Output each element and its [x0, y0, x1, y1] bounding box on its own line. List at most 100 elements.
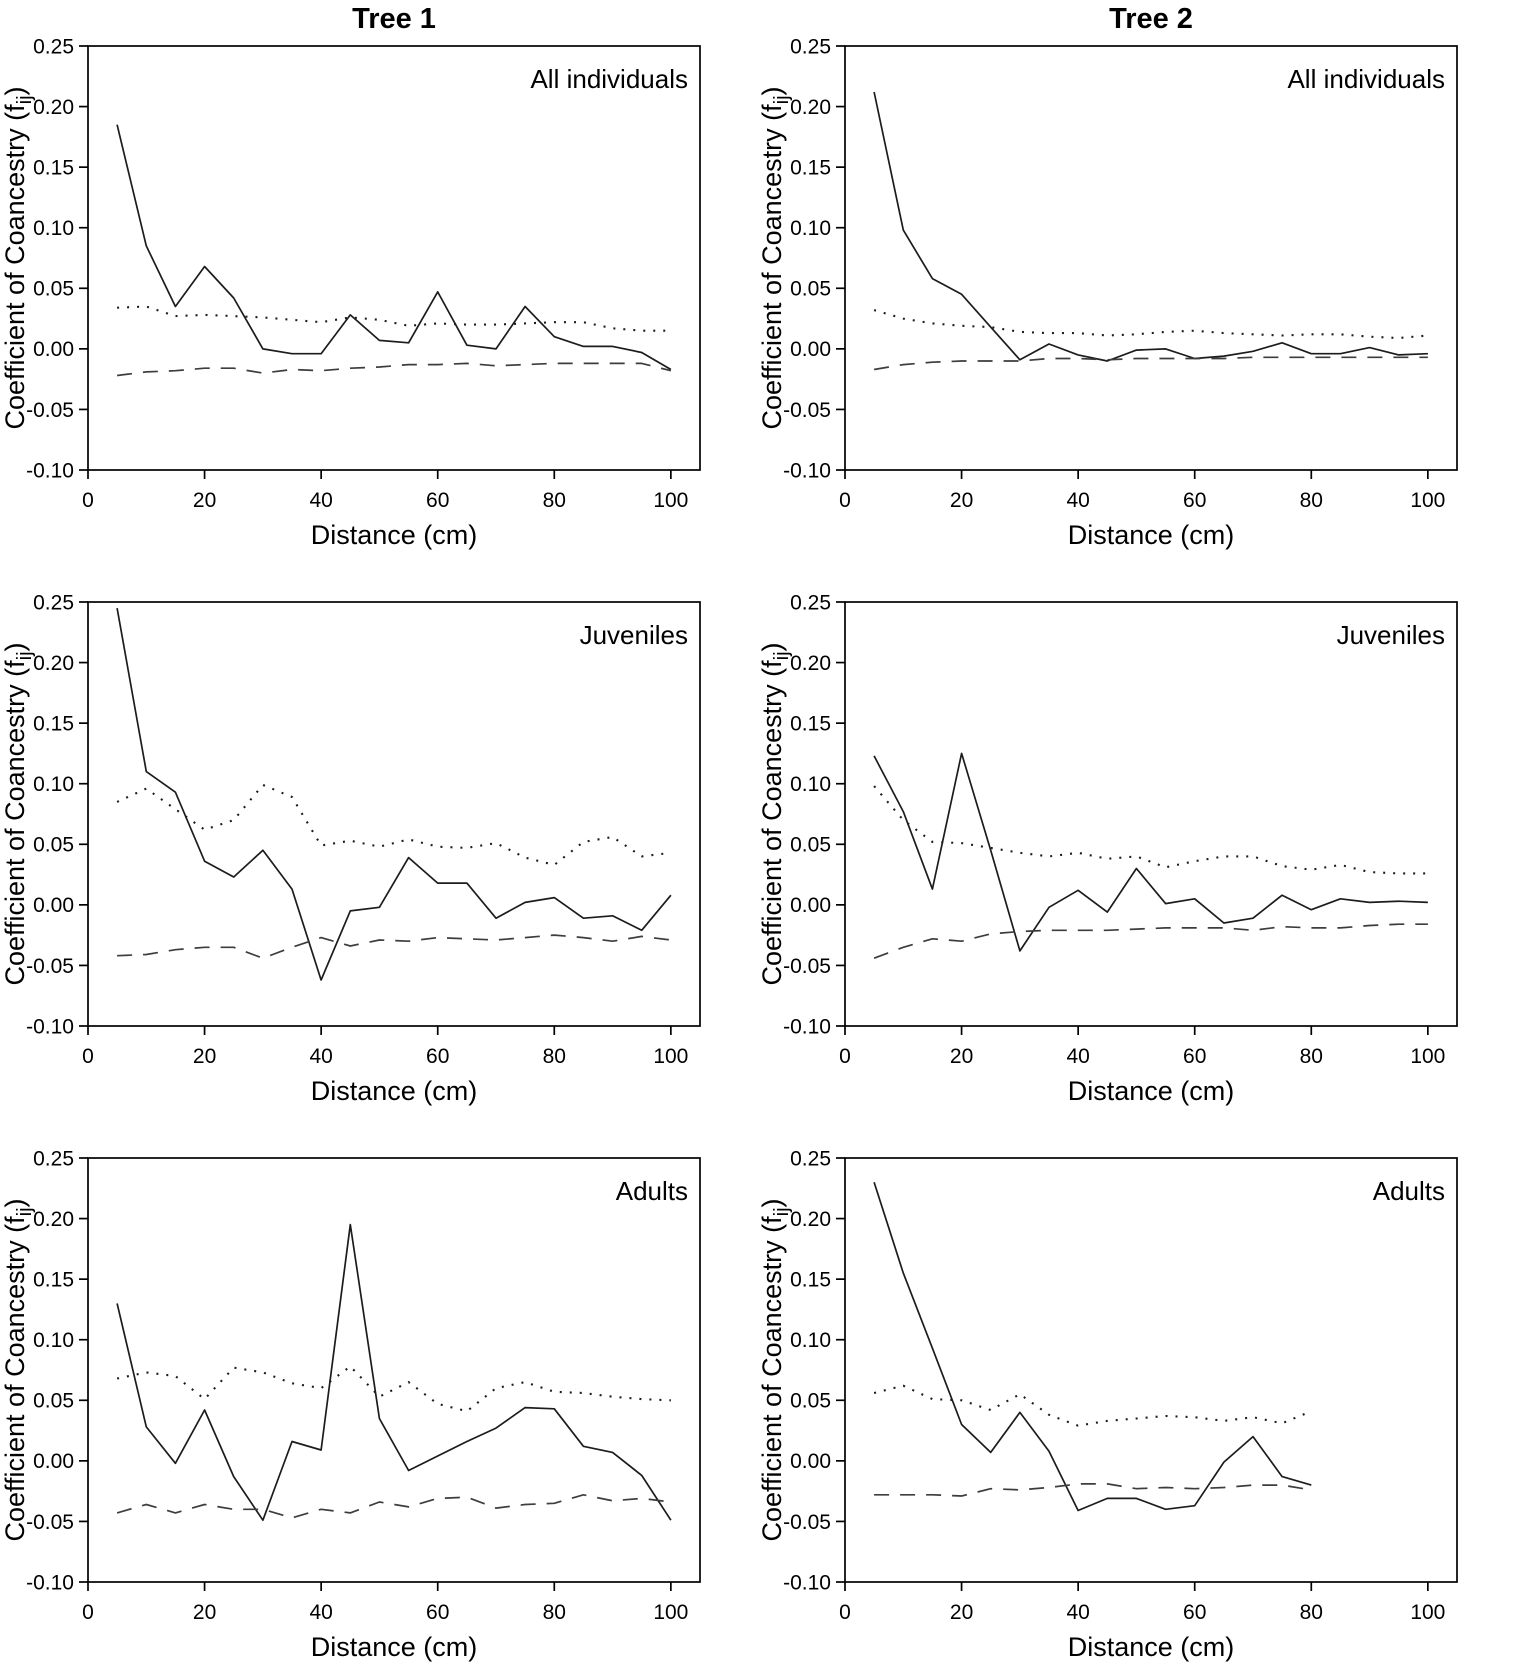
chart-canvas: 0.25 0.20 0.15 0.10 0.05 0.00 -0.05 -0.10 0 20 40 6… — [0, 1147, 701, 1662]
x-axis-tick-label: 60 — [426, 489, 449, 512]
y-axis-tick-label: 0.20 — [790, 96, 831, 119]
x-axis-tick-label: 80 — [543, 1601, 566, 1624]
series-solid-line — [873, 752, 1428, 952]
y-axis-tick-label: 0.15 — [790, 156, 831, 179]
y-axis-tick-label: 0.10 — [33, 773, 74, 796]
x-axis-tick-label: 80 — [1300, 489, 1323, 512]
x-axis-label: Distance (cm) — [1068, 1632, 1235, 1662]
panel-label: Juveniles — [1337, 620, 1445, 650]
x-axis-tick-label: 0 — [82, 489, 94, 512]
plot-frame — [844, 45, 1458, 471]
y-axis-tick-label: 0.05 — [790, 278, 831, 301]
series-dashed-line — [116, 362, 672, 377]
panel-tree2-juveniles: 0.25 0.20 0.15 0.10 0.05 0.00 -0.05 -0.10 0 20 40 6… — [757, 556, 1514, 1112]
x-axis-tick-label: 20 — [193, 1045, 216, 1068]
y-axis-tick-label: 0.05 — [790, 1390, 831, 1413]
x-axis-tick-label: 60 — [1183, 1601, 1206, 1624]
y-axis-tick-label: -0.05 — [26, 955, 74, 978]
panel-tree1-adults: 0.25 0.20 0.15 0.10 0.05 0.00 -0.05 -0.10 0 20 40 6… — [0, 1112, 757, 1668]
x-axis-tick-label: 20 — [950, 1601, 973, 1624]
plot-frame — [87, 601, 701, 1027]
y-axis-tick-label: -0.05 — [783, 1511, 831, 1534]
y-axis-tick-label: -0.05 — [783, 399, 831, 422]
y-axis-tick-label: -0.10 — [26, 1015, 74, 1038]
x-axis-label: Distance (cm) — [311, 1632, 478, 1662]
x-axis-tick-label: 0 — [82, 1601, 94, 1624]
y-axis-tick-label: 0.15 — [33, 156, 74, 179]
y-axis-tick-label: 0.00 — [790, 338, 831, 361]
x-axis-tick-label: 0 — [839, 489, 851, 512]
y-axis-tick-label: 0.15 — [790, 712, 831, 735]
panel-label: All individuals — [530, 64, 688, 94]
y-axis-tick-label: 0.25 — [790, 591, 831, 614]
plot-frame — [844, 601, 1458, 1027]
y-axis-tick-label: -0.10 — [26, 1571, 74, 1594]
x-axis-tick-label: 20 — [950, 489, 973, 512]
x-axis-tick-label: 40 — [1066, 489, 1089, 512]
series-solid-line — [116, 607, 672, 981]
y-axis-tick-label: -0.10 — [783, 1015, 831, 1038]
plot-frame — [87, 1157, 701, 1583]
y-axis-tick-label: 0.05 — [33, 834, 74, 857]
chart-canvas: Tree 1 0.25 0.20 0.15 0.10 0.05 0.00 -0.05 -0.10… — [0, 3, 701, 550]
y-axis-tick-label: 0.20 — [33, 96, 74, 119]
y-axis-tick-label: 0.25 — [790, 1147, 831, 1170]
y-axis-tick-label: 0.15 — [33, 1268, 74, 1291]
x-axis-label: Distance (cm) — [1068, 520, 1235, 550]
x-axis-tick-label: 60 — [426, 1601, 449, 1624]
x-axis-label: Distance (cm) — [1068, 1076, 1235, 1106]
panel-tree2-adults: 0.25 0.20 0.15 0.10 0.05 0.00 -0.05 -0.10 0 20 40 6… — [757, 1112, 1514, 1668]
y-axis-tick-label: 0.00 — [33, 1450, 74, 1473]
x-axis-tick-label: 100 — [1410, 1045, 1445, 1068]
y-axis-tick-label: 0.05 — [33, 1390, 74, 1413]
y-axis-tick-label: 0.10 — [790, 1329, 831, 1352]
y-axis-tick-label: 0.10 — [790, 217, 831, 240]
plot-frame — [87, 45, 701, 471]
chart-canvas: 0.25 0.20 0.15 0.10 0.05 0.00 -0.05 -0.10 0 20 40 6… — [757, 1147, 1458, 1662]
x-axis-tick-label: 100 — [1410, 489, 1445, 512]
panel-tree1-all-individuals: Tree 1 0.25 0.20 0.15 0.10 0.05 0.00 -0.05 -0.10… — [0, 0, 757, 556]
x-axis-tick-label: 40 — [309, 1601, 332, 1624]
chart-canvas: 0.25 0.20 0.15 0.10 0.05 0.00 -0.05 -0.10 0 20 40 6… — [0, 591, 701, 1106]
series-solid-line — [873, 91, 1428, 362]
chart-canvas: 0.25 0.20 0.15 0.10 0.05 0.00 -0.05 -0.10 0 20 40 6… — [757, 591, 1458, 1106]
y-axis-tick-label: 0.10 — [790, 773, 831, 796]
panel-tree1-juveniles: 0.25 0.20 0.15 0.10 0.05 0.00 -0.05 -0.10 0 20 40 6… — [0, 556, 757, 1112]
y-axis-label: Coefficient of Coancestry (fij) — [0, 1198, 36, 1541]
y-axis-tick-label: 0.15 — [33, 712, 74, 735]
y-axis-tick-label: 0.20 — [33, 1208, 74, 1231]
y-axis-tick-label: -0.10 — [26, 459, 74, 482]
panel-label: All individuals — [1287, 64, 1445, 94]
x-axis-tick-label: 0 — [839, 1601, 851, 1624]
series-dashed-line — [874, 1483, 1312, 1497]
x-axis-tick-label: 100 — [653, 489, 688, 512]
panel-label: Juveniles — [580, 620, 688, 650]
y-axis-tick-label: 0.00 — [790, 894, 831, 917]
y-axis-label: Coefficient of Coancestry (fij) — [757, 86, 793, 429]
y-axis-tick-label: -0.10 — [783, 1571, 831, 1594]
y-axis-label: Coefficient of Coancestry (fij) — [757, 642, 793, 985]
x-axis-tick-label: 80 — [1300, 1601, 1323, 1624]
x-axis-tick-label: 80 — [543, 489, 566, 512]
series-dashed-line — [117, 934, 672, 960]
column-title: Tree 2 — [1109, 3, 1193, 35]
y-axis-tick-label: 0.05 — [33, 278, 74, 301]
y-axis-tick-label: 0.25 — [790, 35, 831, 58]
y-axis-tick-label: 0.20 — [33, 652, 74, 675]
y-axis-tick-label: 0.20 — [790, 1208, 831, 1231]
y-axis-tick-label: -0.10 — [783, 459, 831, 482]
y-axis-tick-label: 0.15 — [790, 1268, 831, 1291]
y-axis-label: Coefficient of Coancestry (fij) — [757, 1198, 793, 1541]
y-axis-tick-label: -0.05 — [26, 1511, 74, 1534]
series-solid-line — [873, 1181, 1312, 1512]
x-axis-tick-label: 60 — [1183, 1045, 1206, 1068]
x-axis-label: Distance (cm) — [311, 520, 478, 550]
x-axis-tick-label: 100 — [653, 1601, 688, 1624]
x-axis-tick-label: 60 — [426, 1045, 449, 1068]
panel-tree2-all-individuals: Tree 2 0.25 0.20 0.15 0.10 0.05 0.00 -0.05 -0.10… — [757, 0, 1514, 556]
y-axis-tick-label: -0.05 — [26, 399, 74, 422]
column-title: Tree 1 — [352, 3, 436, 35]
x-axis-tick-label: 0 — [839, 1045, 851, 1068]
x-axis-tick-label: 100 — [653, 1045, 688, 1068]
